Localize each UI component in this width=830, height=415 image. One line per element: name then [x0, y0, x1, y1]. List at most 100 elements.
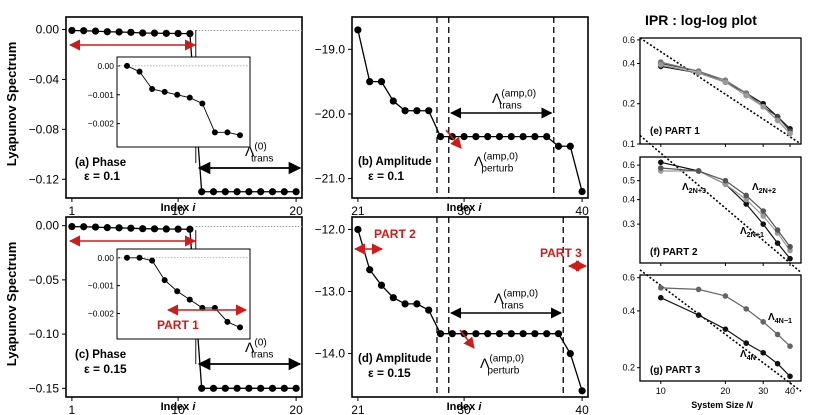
trans-annotation-c: Λ(0) trans — [245, 338, 273, 361]
data-point-g — [774, 331, 781, 338]
panel-epsilon-d: ε = 0.15 — [368, 366, 411, 380]
x-axis-label-d: Index i — [447, 401, 483, 413]
panel-a: 0.00 −0.04 −0.08 −0.12 1 10 20 0.00 −0.001 −0.002… — [29, 16, 303, 218]
y-tick-label-a: −0.12 — [29, 172, 60, 186]
inset-data-point-c — [186, 296, 193, 303]
series-label-f-2: Λ2N+2 — [752, 182, 776, 195]
y-tick-label-f: 0.4 — [622, 195, 635, 205]
x-tick-label-b: 30 — [457, 204, 471, 218]
data-point-a — [150, 29, 159, 37]
data-point-a — [209, 188, 218, 196]
data-point-d — [554, 330, 563, 338]
y-axis-label-top: Lyapunov Spectrum — [4, 42, 19, 166]
data-point-b — [578, 187, 586, 196]
y-tick-label-f: 0.6 — [622, 160, 635, 170]
data-point-d — [495, 330, 504, 338]
x-tick-label-g: 40 — [785, 386, 795, 396]
data-point-c — [209, 384, 218, 392]
panel-title-g: (g) PART 3 — [650, 365, 701, 376]
y-tick-label-d: −13.0 — [315, 284, 346, 298]
y-tick-label-a: −0.04 — [29, 72, 60, 86]
data-point-a — [198, 188, 206, 196]
data-point-e — [774, 117, 781, 124]
data-point-d — [472, 330, 480, 338]
x-axis-label-a: Index i — [161, 202, 197, 214]
data-point-a — [91, 27, 100, 35]
panel-d: −12.0 −13.0 −14.0 21 30 40 PART 2 PART 3 Λ(amp,0… — [315, 216, 589, 415]
data-point-g — [695, 286, 702, 293]
part1-label: PART 1 — [157, 318, 199, 332]
panel-title-e: (e) PART 1 — [650, 126, 700, 137]
data-point-g — [657, 294, 664, 301]
data-point-c — [233, 384, 241, 392]
data-point-f — [743, 196, 750, 203]
data-point-g — [657, 285, 664, 291]
data-point-b — [507, 132, 515, 141]
x-tick-label-d: 40 — [575, 403, 589, 415]
panel-title-f: (f) PART 2 — [650, 247, 698, 258]
data-point-d — [484, 330, 492, 338]
y-tick-label-e: 0.4 — [622, 58, 635, 68]
data-point-b — [389, 97, 397, 105]
trans-annotation-a: Λ(0) trans — [245, 142, 273, 165]
plot-frame-b — [351, 16, 589, 199]
inset-data-point-c — [124, 254, 130, 261]
data-point-a — [162, 29, 170, 37]
y-tick-label-c: −0.05 — [29, 273, 60, 287]
inset-data-point-a — [211, 129, 218, 136]
data-point-e — [695, 70, 702, 76]
x-axis-label-c: Index i — [161, 401, 197, 413]
inset-y-tick-label-a: 0.00 — [97, 61, 114, 71]
y-axis-label-bottom: Lyapunov Spectrum — [4, 242, 19, 366]
y-tick-label-g: 0.4 — [622, 306, 635, 316]
trans-annotation-b: Λ(amp,0) trans — [492, 89, 536, 112]
data-point-c — [174, 225, 182, 233]
inset-data-point-a — [199, 100, 206, 107]
inset-series-line-a — [126, 65, 241, 136]
data-point-d — [436, 330, 445, 338]
data-point-b — [436, 132, 445, 141]
y-tick-label-b: −19.0 — [315, 42, 346, 56]
x-axis-label-b: Index i — [447, 202, 483, 214]
data-point-d — [531, 330, 539, 338]
data-point-a — [221, 188, 229, 196]
panel-title-d: (d) Amplitude — [358, 353, 432, 365]
data-point-f — [760, 221, 767, 227]
data-point-f — [787, 255, 793, 262]
trans-annotation-d: Λ(amp,0) trans — [494, 289, 538, 312]
data-point-c — [268, 384, 277, 392]
data-point-e — [722, 79, 729, 85]
plot-frame-g — [639, 274, 802, 382]
perturb-arrow-b — [445, 129, 462, 149]
inset-data-point-c — [237, 324, 243, 331]
data-point-d — [507, 330, 515, 338]
data-point-c — [115, 224, 123, 232]
data-point-b — [519, 132, 527, 141]
plot-frame-e — [639, 37, 802, 145]
data-point-a — [127, 28, 135, 36]
inset-data-point-a — [186, 94, 193, 101]
data-point-d — [578, 387, 586, 395]
plot-frame-a — [65, 16, 303, 199]
data-point-g — [787, 343, 793, 349]
data-point-a — [139, 29, 147, 37]
data-point-f — [774, 240, 781, 246]
data-point-g — [722, 293, 729, 299]
data-point-b — [531, 132, 539, 141]
panel-title-b: (b) Amplitude — [358, 156, 432, 168]
data-point-f — [760, 213, 767, 219]
data-point-c — [221, 384, 229, 392]
data-point-f — [774, 227, 781, 233]
data-point-a — [103, 28, 111, 36]
inset-data-point-a — [149, 86, 156, 92]
data-point-g — [760, 319, 767, 325]
data-point-c — [91, 223, 100, 231]
plot-frame-d — [351, 216, 589, 398]
figure-title: IPR : log-log plot — [645, 12, 757, 28]
x-tick-label-b: 40 — [575, 204, 589, 218]
y-tick-label-c: −0.10 — [29, 327, 60, 341]
y-tick-label-c: −0.15 — [29, 381, 60, 395]
y-tick-label-c: 0.00 — [36, 219, 60, 233]
data-point-d — [377, 281, 386, 289]
